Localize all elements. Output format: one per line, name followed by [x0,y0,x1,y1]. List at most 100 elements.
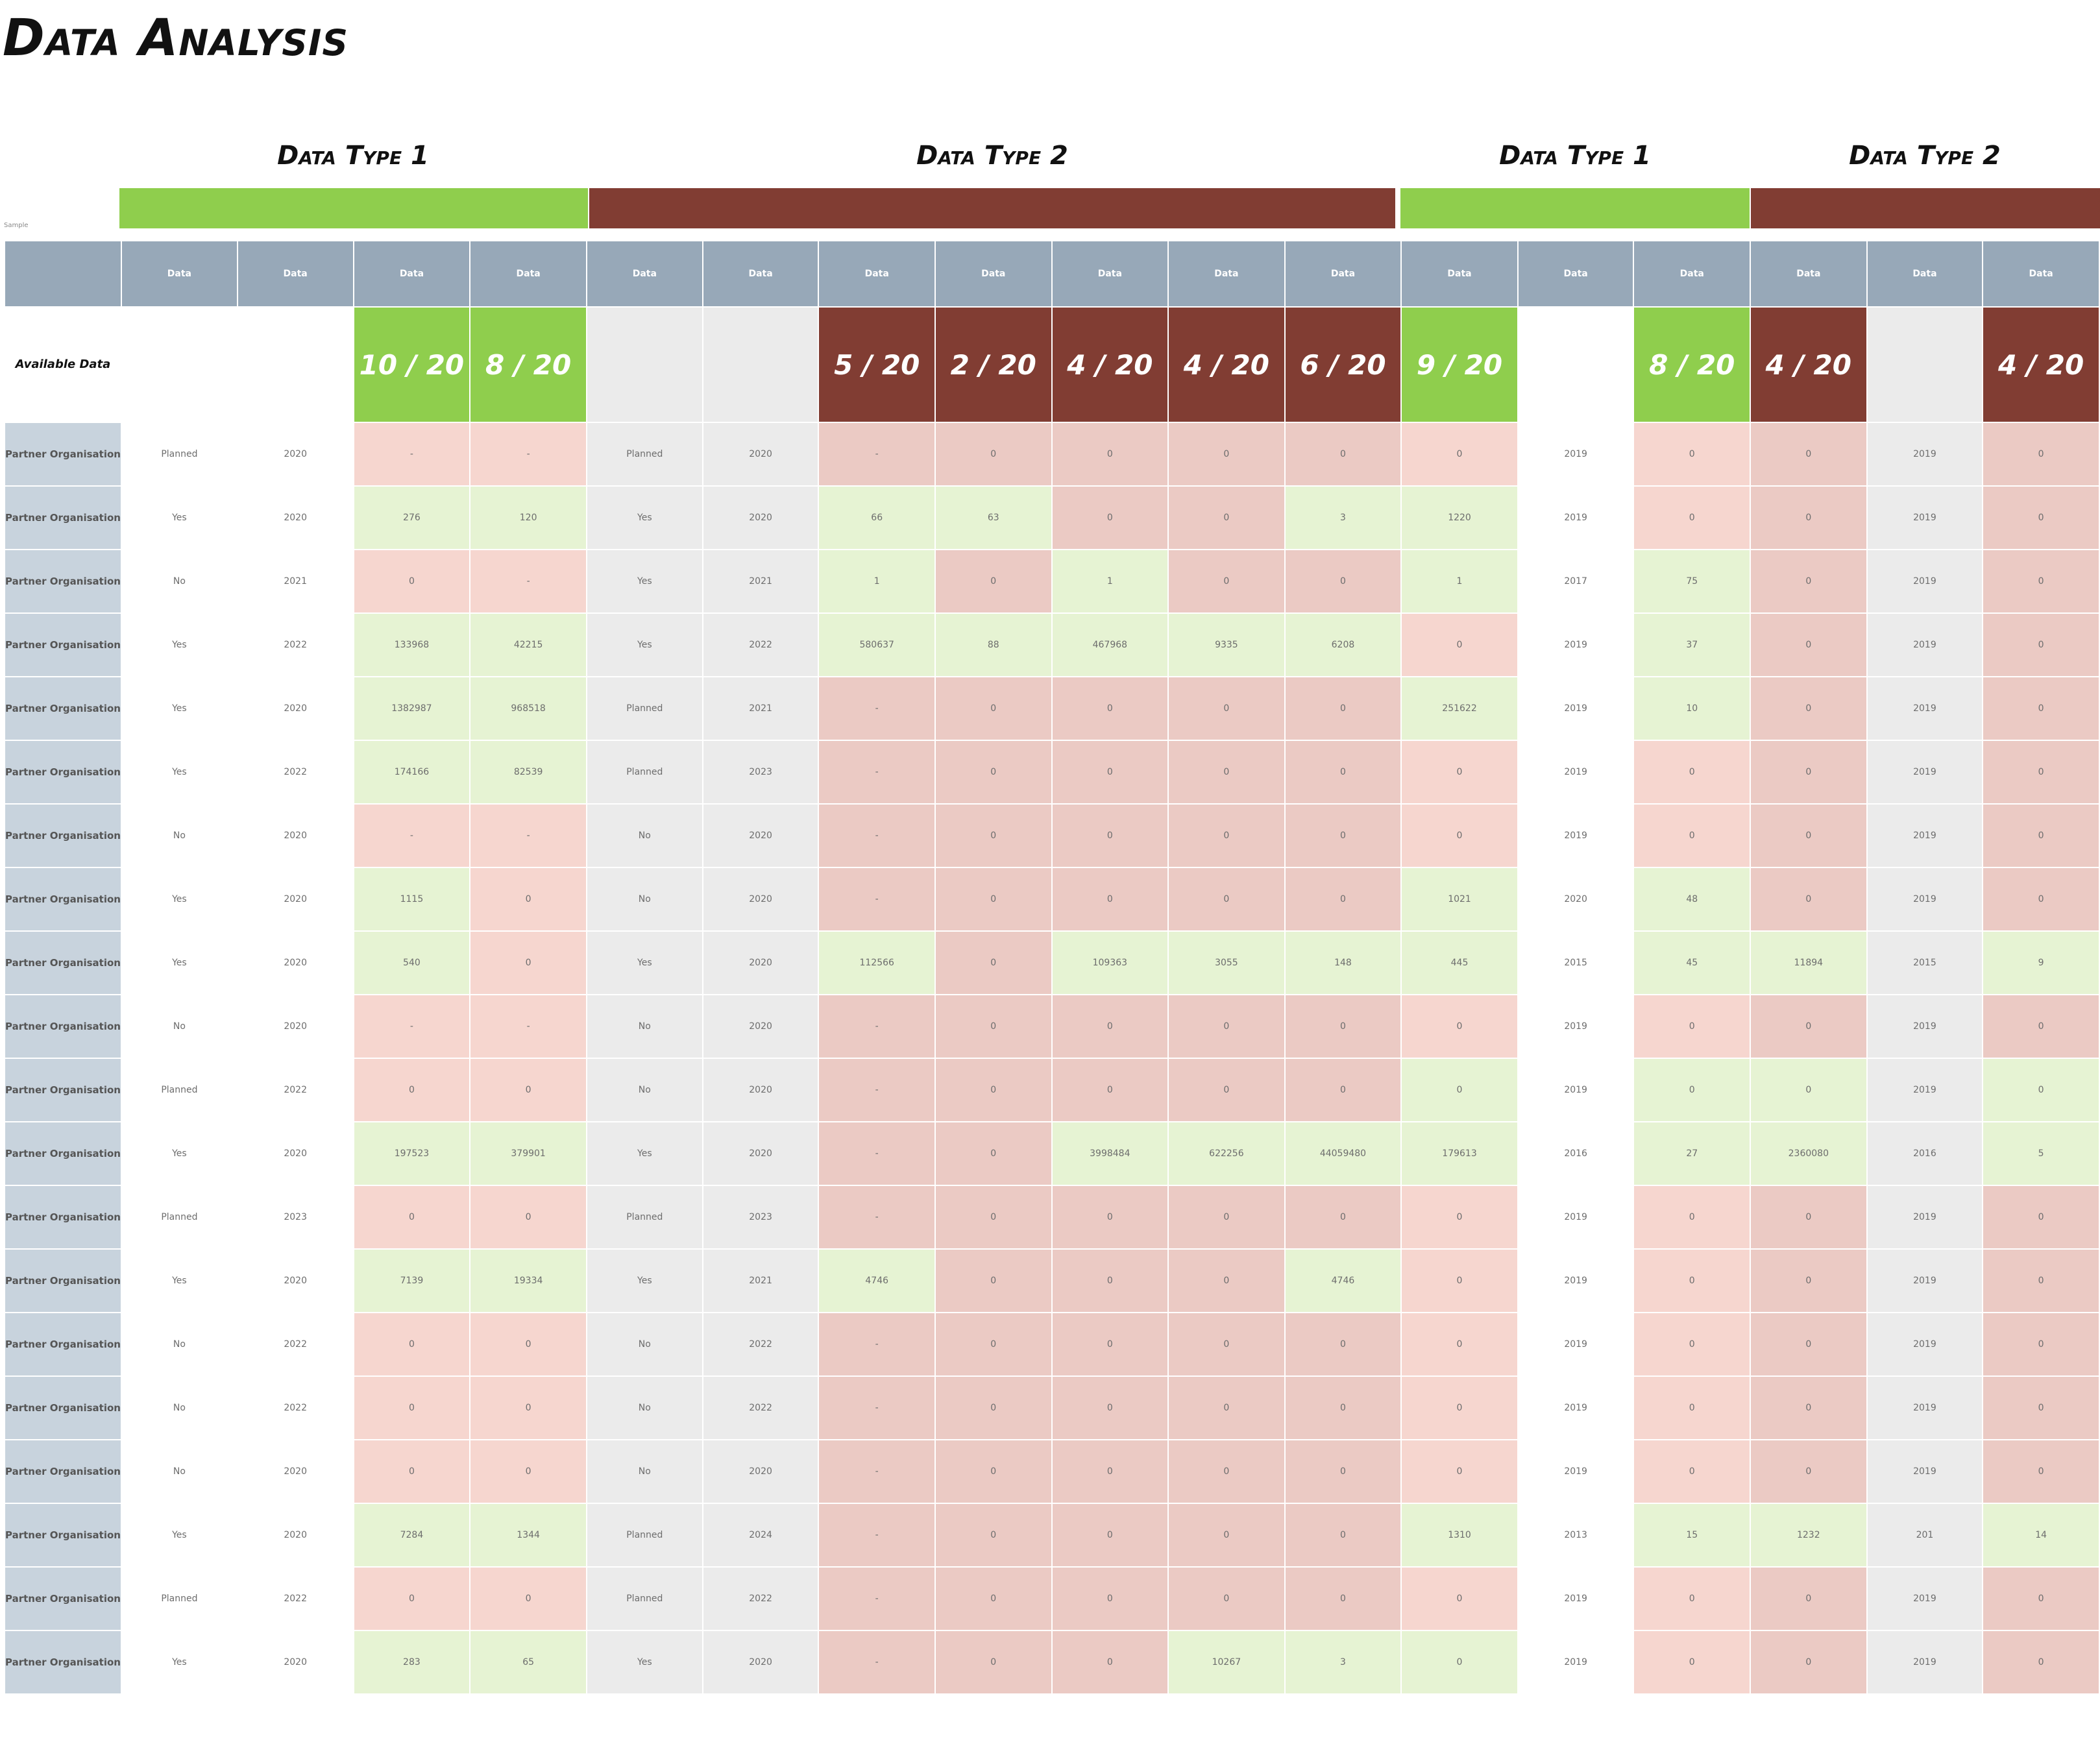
table-cell: 0 [1051,867,1169,932]
table-cell: 2020 [702,930,820,995]
page-title: Data Analysis [3,9,348,67]
table-cell: 0 [1167,549,1286,614]
table-cell: - [818,1439,936,1504]
table-cell: 379901 [469,1121,587,1186]
column-header: Data [469,240,587,308]
table-cell: 2019 [1517,485,1635,550]
table-cell: 2019 [1866,422,1984,487]
table-cell: 0 [1051,676,1169,741]
table-cell: 0 [1051,422,1169,487]
table-row: Partner Organisation No 2022 0 0 No 2022-0 0 0 0 0… [4,1375,2100,1440]
table-cell: 0 [1284,1058,1402,1122]
table-cell: 276 [352,485,471,550]
table-cell: 0 [469,1566,587,1631]
table-cell: 0 [1400,1312,1519,1377]
table-cell: 0 [1167,1058,1286,1122]
table-cell: 0 [1982,676,2100,741]
table-cell: 0 [1400,1630,1519,1695]
table-cell: 0 [1750,549,1868,614]
table-cell: 0 [1167,1375,1286,1440]
table-cell: 445 [1400,930,1519,995]
table-cell: 0 [1167,485,1286,550]
table-cell: 2015 [1517,930,1635,995]
group-bar-type-2b [1751,188,2100,228]
table-cell: 0 [1982,1185,2100,1250]
table-cell: 0 [1750,803,1868,868]
table-cell: 1 [1400,549,1519,614]
table-cell: 0 [934,1121,1053,1186]
table-cell: 1 [818,549,936,614]
table-cell: 0 [934,1566,1053,1631]
table-row: Partner Organisation Yes 2020 197523 379901 Y… [4,1121,2100,1186]
table-cell: 45 [1633,930,1752,995]
column-header: Data [1633,240,1752,308]
table-row: Partner Organisation No 2020- - No 2020-0 0 0 0 0… [4,803,2100,868]
table-cell: 2021 [702,1248,820,1313]
table-cell: 2022 [702,1375,820,1440]
table-cell: 0 [352,1439,471,1504]
table-row: Partner Organisation Yes 2020 1115 0 No 2020-0… [4,867,2100,932]
table-cell: 2019 [1517,803,1635,868]
table-cell: 2020 [236,1439,354,1504]
table-cell: 2022 [236,612,354,677]
table-cell: 2020 [702,1058,820,1122]
table-cell: 1220 [1400,485,1519,550]
table-row: Partner Organisation Yes 2020 276 120 Yes 2020… [4,485,2100,550]
row-label: Partner Organisation [4,1248,122,1313]
row-label: Partner Organisation [4,1439,122,1504]
table-cell: 0 [469,1185,587,1250]
column-header: Data [585,240,703,308]
table-cell: - [352,803,471,868]
table-cell: 467968 [1051,612,1169,677]
column-header: Data [1284,240,1402,308]
table-cell: No [585,1058,703,1122]
row-label: Partner Organisation [4,485,122,550]
table-cell: 2019 [1866,612,1984,677]
table-cell: 2020 [236,867,354,932]
table-cell: 82539 [469,740,587,805]
table-cell: 174166 [352,740,471,805]
row-label: Partner Organisation [4,740,122,805]
table-cell: 0 [469,867,587,932]
table-cell: No [585,803,703,868]
available-data-row: Available Data 10 / 20 8 / 20 5 / 20 2 / 20 4… [4,306,2100,423]
column-header: Data [352,240,471,308]
table-cell: 2019 [1866,676,1984,741]
table-cell: 3055 [1167,930,1286,995]
table-cell: 1232 [1750,1503,1868,1568]
table-cell: 0 [1982,740,2100,805]
table-cell: 2021 [702,676,820,741]
group-label-type-1a: Data Type 1 [277,141,429,171]
table-cell: 3 [1284,485,1402,550]
table-cell: 0 [934,740,1053,805]
table-row: Partner Organisation Planned 2023 0 0 Planned… [4,1185,2100,1250]
table-cell: 0 [1051,1248,1169,1313]
table-cell: 0 [1400,803,1519,868]
table-cell: Planned [120,1185,238,1250]
table-cell: Planned [120,1058,238,1122]
table-cell: 0 [1633,485,1752,550]
table-cell: Yes [120,740,238,805]
table-cell: 1021 [1400,867,1519,932]
table-cell: 2019 [1517,1248,1635,1313]
table-cell: 2019 [1517,1312,1635,1377]
table-cell: 1310 [1400,1503,1519,1568]
table-row: Partner Organisation Yes 2020 7139 19334 Yes 2… [4,1248,2100,1313]
table-cell: 0 [1284,676,1402,741]
available-count [1866,306,1984,423]
table-cell: 75 [1633,549,1752,614]
column-header: Data [1517,240,1635,308]
table-cell: 0 [1400,994,1519,1059]
table-cell: 42215 [469,612,587,677]
row-label: Partner Organisation [4,1185,122,1250]
table-cell: 2019 [1866,549,1984,614]
column-header: Data [120,240,238,308]
table-cell: 0 [1982,1058,2100,1122]
table-cell: Planned [585,1566,703,1631]
table-cell: 0 [352,1312,471,1377]
table-cell: 1115 [352,867,471,932]
table-cell: 0 [469,1439,587,1504]
table-cell: 1 [1051,549,1169,614]
table-cell: 1382987 [352,676,471,741]
available-count [585,306,703,423]
